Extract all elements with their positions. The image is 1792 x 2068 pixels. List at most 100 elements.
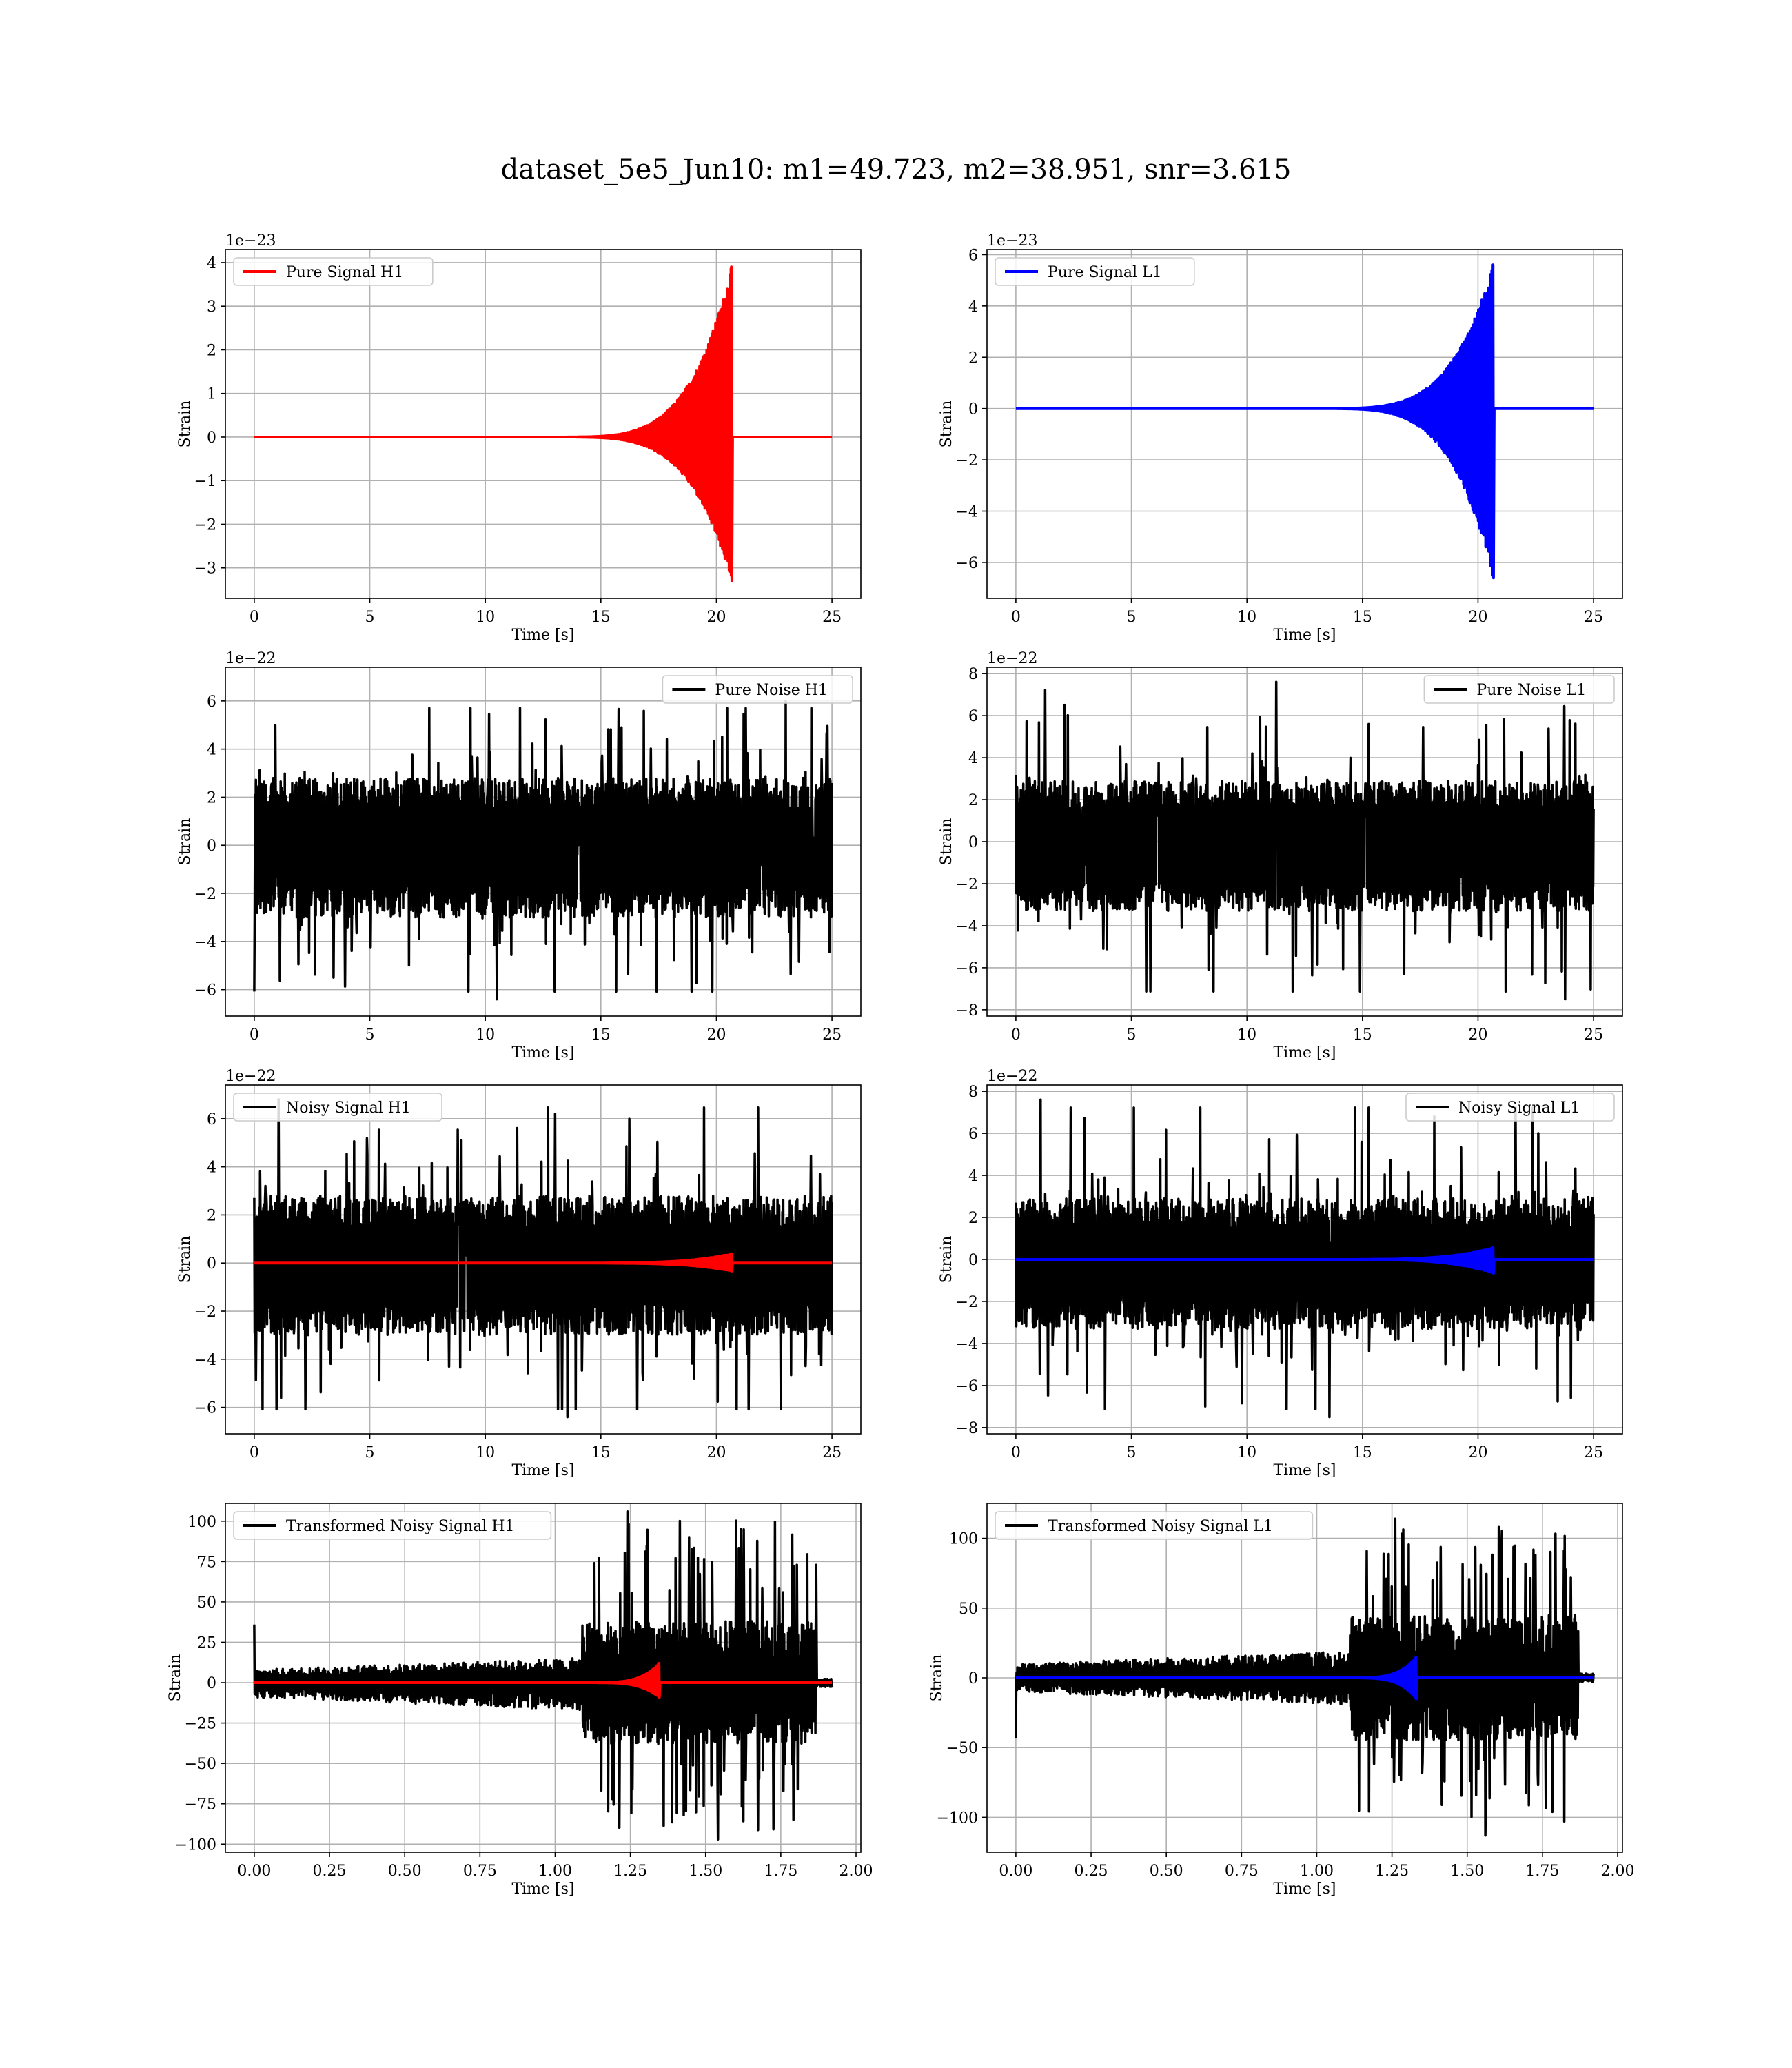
chart-panel-h1_signal: 0 5 10 15 20 25 −3 −2 −1 0 1 2 3 4 Time [s] Strain 1e−23… bbox=[176, 232, 862, 644]
y-tick-label: 0 bbox=[207, 429, 216, 447]
x-tick-label: 25 bbox=[1584, 609, 1603, 626]
series-line-signal-overlay bbox=[1015, 1246, 1594, 1275]
y-tick-label: 50 bbox=[959, 1601, 978, 1618]
series-line-main bbox=[1015, 1517, 1595, 1837]
y-tick-label: 2 bbox=[968, 1210, 978, 1227]
x-tick-label: 10 bbox=[1237, 1026, 1256, 1044]
series-line-main bbox=[1015, 680, 1595, 1001]
legend-box bbox=[995, 257, 1195, 286]
legend-label: Transformed Noisy Signal H1 bbox=[286, 1518, 515, 1535]
y-tick-label: −8 bbox=[956, 1420, 978, 1437]
x-tick-label: 20 bbox=[1468, 1026, 1487, 1044]
y-tick-label: −2 bbox=[956, 452, 978, 469]
y-tick-label: −1 bbox=[194, 473, 216, 490]
x-tick-label: 0 bbox=[250, 1444, 259, 1461]
x-tick-label: 10 bbox=[476, 1026, 495, 1044]
x-tick-label: 20 bbox=[706, 1444, 726, 1461]
x-tick-label: 0 bbox=[250, 1026, 259, 1044]
x-tick-label: 10 bbox=[476, 609, 495, 626]
legend-box bbox=[1405, 1093, 1615, 1122]
x-tick-label: 15 bbox=[591, 609, 611, 626]
chart-panel-h1_noise: 0 5 10 15 20 25 −6 −4 −2 0 2 4 6 Time [s] Strain 1e−22 P… bbox=[176, 650, 862, 1062]
x-tick-label: 0.75 bbox=[1225, 1863, 1259, 1880]
y-tick-label: −2 bbox=[956, 1294, 978, 1311]
x-tick-label: 5 bbox=[365, 1444, 375, 1461]
y-tick-label: 6 bbox=[968, 1126, 978, 1143]
y-tick-label: −50 bbox=[185, 1756, 216, 1773]
legend-label: Pure Signal H1 bbox=[286, 264, 403, 281]
y-tick-label: −6 bbox=[956, 960, 978, 977]
legend: Transformed Noisy Signal H1 bbox=[233, 1511, 552, 1540]
plot-area bbox=[1015, 1098, 1595, 1419]
y-tick-label: 2 bbox=[207, 1207, 216, 1224]
legend-label: Pure Signal L1 bbox=[1048, 264, 1162, 281]
y-tick-label: 3 bbox=[207, 298, 216, 316]
y-offset-label: 1e−22 bbox=[987, 1068, 1037, 1085]
axes-frame bbox=[225, 667, 862, 1017]
x-tick-label: 1.25 bbox=[1375, 1863, 1409, 1880]
x-tick-label: 20 bbox=[706, 609, 726, 626]
x-tick-label: 1.50 bbox=[1450, 1863, 1484, 1880]
y-offset-label: 1e−23 bbox=[225, 232, 276, 250]
y-tick-label: −4 bbox=[956, 1336, 978, 1353]
x-tick-label: 5 bbox=[365, 609, 375, 626]
y-axis-label: Strain bbox=[176, 1236, 194, 1284]
y-tick-label: −2 bbox=[194, 516, 216, 534]
series-line-main bbox=[1015, 263, 1594, 580]
y-tick-label: −100 bbox=[937, 1810, 978, 1827]
chart-panel-l1_noise: 0 5 10 15 20 25 −8 −6 −4 −2 0 2 4 6 8 Time [s] Strain 1e−… bbox=[938, 650, 1623, 1062]
x-tick-label: 25 bbox=[822, 1444, 842, 1461]
figure-title: dataset_5e5_Jun10: m1=49.723, m2=38.951,… bbox=[500, 154, 1292, 185]
y-axis-label: Strain bbox=[167, 1654, 184, 1702]
y-axis-label: Strain bbox=[938, 401, 955, 448]
x-tick-label: 25 bbox=[822, 1026, 842, 1044]
y-tick-label: 4 bbox=[207, 1159, 216, 1177]
axes-frame bbox=[225, 1084, 862, 1435]
chart-panel-l1_signal: 0 5 10 15 20 25 −6 −4 −2 0 2 4 6 Time [s] Strain 1e−23 P… bbox=[938, 232, 1623, 644]
y-tick-label: 0 bbox=[207, 1255, 216, 1273]
series-line-main bbox=[253, 700, 833, 1001]
y-tick-label: −4 bbox=[194, 934, 216, 951]
y-offset-label: 1e−22 bbox=[987, 650, 1037, 667]
legend: Pure Noise H1 bbox=[662, 675, 853, 704]
axes-frame bbox=[986, 249, 1623, 599]
x-tick-label: 0.25 bbox=[313, 1863, 347, 1880]
y-tick-label: −2 bbox=[956, 876, 978, 893]
x-tick-label: 0 bbox=[1011, 1444, 1021, 1461]
y-axis-label: Strain bbox=[176, 401, 194, 448]
x-tick-label: 0.00 bbox=[999, 1863, 1032, 1880]
y-tick-label: 8 bbox=[968, 666, 978, 683]
legend: Pure Signal L1 bbox=[995, 257, 1195, 286]
y-axis-label: Strain bbox=[938, 818, 955, 866]
series-line-signal-overlay bbox=[1015, 1655, 1594, 1701]
y-tick-label: 4 bbox=[968, 298, 978, 316]
x-axis-label: Time [s] bbox=[511, 1462, 574, 1479]
y-tick-label: 4 bbox=[968, 750, 978, 767]
legend-box bbox=[995, 1511, 1314, 1540]
legend-label: Pure Noise L1 bbox=[1476, 682, 1586, 699]
y-tick-label: −6 bbox=[194, 982, 216, 1000]
x-tick-label: 25 bbox=[1584, 1444, 1603, 1461]
chart-panel-h1_noisy: 0 5 10 15 20 25 −6 −4 −2 0 2 4 6 Time [s] Strain 1e−22 N… bbox=[176, 1068, 862, 1479]
x-axis-label: Time [s] bbox=[511, 1881, 574, 1898]
x-tick-label: 20 bbox=[706, 1026, 726, 1044]
x-tick-label: 0.50 bbox=[1150, 1863, 1183, 1880]
y-offset-label: 1e−22 bbox=[225, 1068, 276, 1085]
y-tick-label: 0 bbox=[207, 838, 216, 855]
y-tick-label: 8 bbox=[968, 1084, 978, 1101]
x-tick-label: 0.75 bbox=[463, 1863, 497, 1880]
y-tick-label: 75 bbox=[197, 1554, 216, 1571]
y-tick-label: 6 bbox=[968, 708, 978, 725]
y-tick-label: −4 bbox=[956, 918, 978, 935]
y-tick-label: 6 bbox=[968, 247, 978, 264]
chart-panel-l1_transformed: 0.00 0.25 0.50 0.75 1.00 1.25 1.50 1.75 2.00 −100… bbox=[928, 1503, 1635, 1898]
y-tick-label: 0 bbox=[968, 1670, 978, 1687]
x-axis-label: Time [s] bbox=[1273, 627, 1336, 644]
x-axis-label: Time [s] bbox=[511, 627, 574, 644]
y-offset-label: 1e−22 bbox=[225, 650, 276, 667]
x-axis-label: Time [s] bbox=[1273, 1462, 1336, 1479]
x-tick-label: 25 bbox=[1584, 1026, 1603, 1044]
x-tick-label: 1.00 bbox=[538, 1863, 572, 1880]
x-tick-label: 1.75 bbox=[764, 1863, 797, 1880]
series-line-main bbox=[1015, 1098, 1595, 1419]
